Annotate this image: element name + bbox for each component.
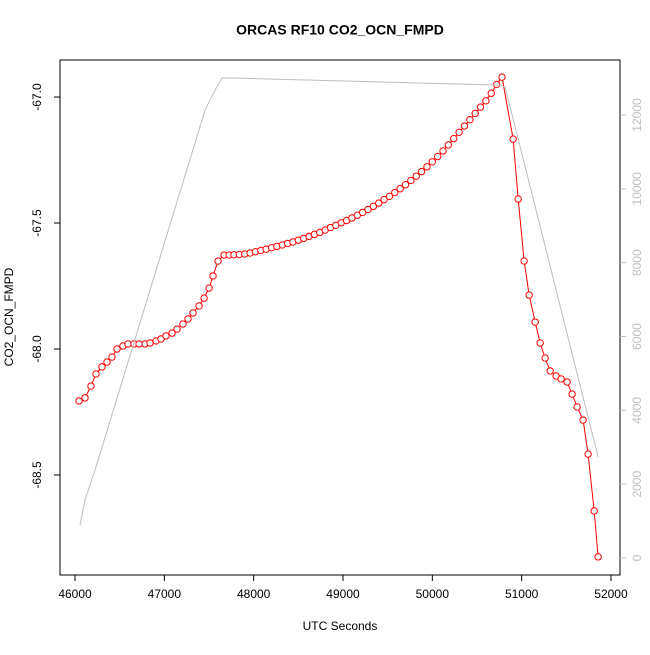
data-point (487, 89, 495, 97)
x-tick-label: 50000 (416, 587, 450, 601)
data-point (168, 329, 176, 337)
data-point (401, 181, 410, 189)
data-point (189, 309, 197, 317)
x-tick-label: 47000 (148, 587, 182, 601)
data-point (146, 339, 154, 347)
data-point (195, 302, 203, 310)
data-point (531, 318, 539, 326)
y2-tick-label: 10000 (630, 172, 644, 206)
data-point (546, 367, 554, 375)
y2-tick-label: 8000 (630, 249, 644, 276)
data-point (573, 403, 581, 411)
data-point (380, 195, 388, 204)
x-axis-label: UTC Seconds (303, 619, 378, 633)
data-point (369, 202, 378, 211)
data-point (75, 397, 83, 405)
data-point (590, 507, 598, 515)
data-point (482, 97, 490, 105)
data-point (557, 375, 565, 383)
data-point (428, 158, 437, 166)
data-point (433, 152, 442, 161)
data-point (471, 109, 479, 118)
data-point (205, 284, 213, 292)
data-point (514, 195, 522, 203)
data-line (79, 77, 599, 526)
data-point (385, 192, 394, 201)
x-tick-label: 48000 (237, 587, 271, 601)
data-point (444, 141, 453, 149)
y-axis-label: CO2_OCN_FMPD (2, 267, 16, 366)
y-tick-label: -68.5 (30, 461, 44, 489)
data-point (135, 340, 143, 348)
y2-tick-label: 4000 (630, 397, 644, 424)
data-point (364, 205, 372, 214)
y-tick-label: -67.0 (30, 83, 44, 111)
x-tick-label: 49000 (326, 587, 360, 601)
data-point (81, 394, 89, 402)
data-point (509, 135, 517, 143)
data-point (124, 340, 132, 348)
data-point (466, 116, 474, 124)
data-point (173, 325, 181, 333)
data-point (423, 163, 431, 171)
data-point (375, 199, 383, 207)
data-point (412, 172, 420, 180)
data-point (179, 320, 187, 328)
data-point (460, 122, 469, 130)
data-point (594, 553, 602, 561)
data-point (162, 332, 170, 340)
data-point (568, 390, 576, 398)
data-point (184, 315, 192, 323)
x-tick-label: 51000 (505, 587, 539, 601)
data-point (525, 291, 533, 299)
data-point (108, 353, 116, 361)
data-point (98, 363, 106, 371)
data-point (113, 345, 121, 353)
x-tick-label: 52000 (594, 587, 628, 601)
data-point (498, 73, 506, 81)
data-point (391, 188, 399, 197)
data-point (417, 167, 426, 176)
plot-frame (59, 59, 621, 576)
y-tick-label: -67.5 (30, 209, 44, 237)
data-point (407, 176, 415, 185)
y2-tick-label: 2000 (630, 471, 644, 498)
data-point (450, 134, 458, 143)
data-point (541, 354, 549, 362)
data-point (439, 147, 447, 155)
data-point (520, 257, 528, 265)
data-point (103, 358, 111, 366)
data-point (214, 257, 222, 265)
data-point (92, 370, 100, 378)
data-point (209, 272, 217, 280)
data-point (200, 294, 208, 302)
y2-tick-label: 6000 (630, 323, 644, 350)
data-point (87, 382, 95, 390)
y2-tick-label: 12000 (630, 98, 644, 132)
data-point (455, 128, 463, 137)
data-point (476, 103, 485, 111)
data-point (536, 339, 544, 347)
y2-tick-label: 0 (630, 554, 644, 561)
data-point (396, 185, 404, 193)
chart-title: ORCAS RF10 CO2_OCN_FMPD (236, 22, 444, 38)
data-point (584, 450, 592, 458)
data-point (579, 416, 587, 424)
y-tick-label: -68.0 (30, 335, 44, 363)
data-point (358, 208, 367, 217)
x-tick-label: 46000 (58, 587, 92, 601)
data-point (563, 378, 571, 386)
